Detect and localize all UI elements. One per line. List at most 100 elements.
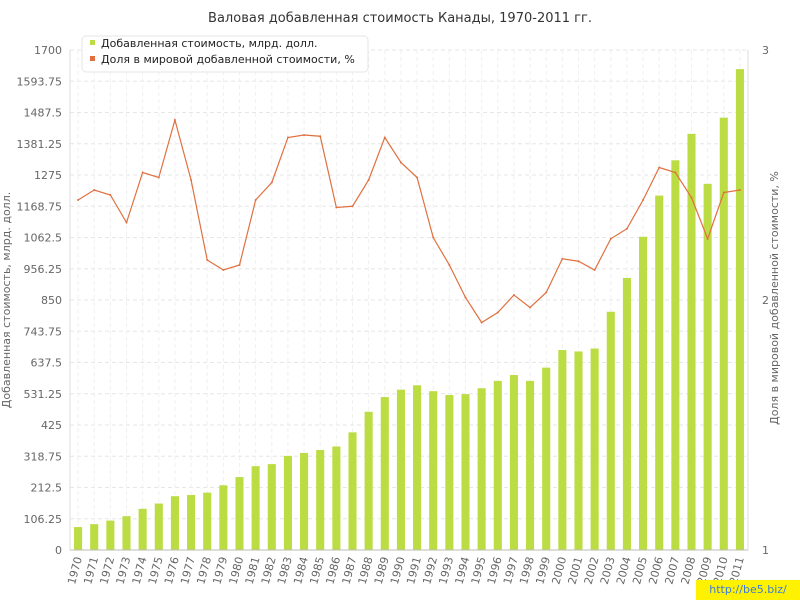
bar-1977 (187, 495, 196, 550)
line-point-1974 (141, 171, 144, 174)
line-point-1999 (545, 291, 548, 294)
bar-1987 (348, 432, 357, 550)
left-axis-ticks: 0 106.25 212.5 318.75 425 531.25 637.5 743.75 85… (17, 44, 63, 557)
line-point-2002 (593, 269, 596, 271)
chart-title: Валовая добавленная стоимость Канады, 19… (208, 11, 592, 26)
y-tick-label: 1700 (34, 44, 62, 57)
right-axis-ticks: 1 2 3 (762, 44, 769, 557)
y-tick-label: 425 (41, 419, 62, 432)
bar-1992 (429, 391, 438, 550)
line-point-1979 (222, 269, 225, 271)
line-point-1996 (496, 311, 499, 314)
y2-tick-label: 1 (762, 544, 769, 557)
y2-tick-label: 2 (762, 294, 769, 307)
y-tick-label: 850 (41, 294, 62, 307)
y-tick-label: 743.75 (24, 325, 63, 338)
bar-1996 (493, 380, 502, 550)
legend-line-swatch (90, 56, 95, 61)
bar-1997 (509, 375, 518, 550)
bar-1989 (380, 397, 389, 550)
y-tick-label: 531.25 (24, 388, 63, 401)
line-point-1986 (335, 206, 338, 209)
line-point-1981 (254, 199, 257, 201)
bar-1982 (267, 464, 276, 550)
line-point-1978 (206, 259, 209, 261)
line-point-2004 (625, 227, 628, 230)
bar-2006 (655, 195, 664, 550)
bar-1995 (477, 388, 486, 550)
bar-1972 (106, 520, 115, 550)
line-point-1994 (464, 296, 467, 299)
y-tick-label: 1062.5 (24, 232, 63, 245)
line-point-1983 (286, 136, 289, 139)
bar-1981 (251, 466, 260, 550)
bar-1991 (413, 385, 422, 550)
bar-1973 (122, 516, 131, 550)
bar-1979 (219, 485, 228, 550)
y-tick-label: 212.5 (31, 482, 63, 495)
bar-1994 (461, 394, 470, 550)
line-point-2000 (561, 257, 564, 260)
bar-1983 (283, 455, 292, 550)
line-point-1984 (303, 134, 306, 136)
y-axis-title: Добавленная стоимость, млрд. долл. (0, 192, 13, 408)
line-point-1991 (416, 176, 419, 179)
line-point-1980 (238, 264, 241, 266)
y-tick-label: 1593.75 (17, 75, 63, 88)
y-tick-label: 106.25 (24, 513, 63, 526)
y-tick-label: 1381.25 (17, 138, 63, 151)
bar-2010 (719, 117, 728, 550)
bar-1974 (138, 508, 147, 550)
line-point-1988 (367, 179, 370, 181)
legend-bar-label: Добавленная стоимость, млрд. долл. (101, 37, 317, 50)
bar-1984 (300, 452, 309, 550)
line-point-1982 (270, 181, 273, 184)
line-point-1992 (432, 236, 435, 239)
line-point-2010 (722, 191, 725, 194)
bar-series (74, 69, 744, 550)
line-series (77, 117, 741, 324)
y-tick-label: 0 (55, 544, 62, 557)
line-point-1973 (125, 221, 128, 224)
bar-1999 (542, 367, 551, 550)
watermark-label: http://be5.biz/ (696, 580, 800, 600)
bar-1985 (316, 450, 325, 550)
line-point-1972 (109, 194, 112, 196)
line-point-2005 (642, 199, 645, 201)
line-point-1971 (93, 189, 96, 191)
legend-box (81, 35, 369, 73)
line-point-2008 (690, 196, 693, 199)
bar-1980 (235, 477, 244, 550)
line-point-1975 (157, 176, 160, 179)
line-point-1970 (77, 199, 80, 201)
line-point-1997 (512, 294, 515, 296)
line-point-2009 (706, 237, 709, 240)
line-point-2011 (738, 189, 741, 191)
legend: Добавленная стоимость, млрд. долл. Доля … (81, 35, 369, 73)
line-point-1987 (351, 205, 354, 208)
axes (69, 50, 749, 551)
bar-1976 (170, 496, 179, 550)
bar-1978 (203, 492, 212, 550)
line-point-1989 (383, 136, 386, 139)
bar-1998 (526, 380, 535, 550)
bar-2011 (735, 69, 744, 550)
line-point-1977 (190, 179, 193, 181)
x-axis-ticks: 1970197119721973197419751976197719781979… (65, 555, 747, 585)
bar-2004 (622, 277, 631, 550)
share-line (77, 117, 741, 324)
y-tick-label: 1275 (34, 169, 62, 182)
legend-bar-swatch (90, 40, 95, 45)
bar-1975 (154, 503, 163, 550)
line-point-1995 (480, 321, 483, 324)
y-tick-label: 318.75 (24, 450, 63, 463)
line-point-1998 (529, 306, 532, 309)
line-point-1976 (173, 119, 176, 121)
bar-1986 (332, 446, 341, 550)
line-point-1985 (319, 135, 322, 138)
bar-2007 (671, 160, 680, 550)
legend-line-label: Доля в мировой добавленной стоимости, % (101, 53, 355, 66)
bar-2009 (703, 183, 712, 550)
line-point-2003 (609, 237, 612, 240)
